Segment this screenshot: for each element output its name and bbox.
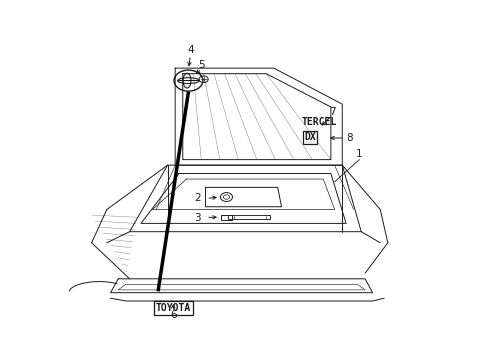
Text: DX: DX: [304, 132, 316, 143]
Text: 3: 3: [195, 213, 201, 223]
Text: 4: 4: [187, 45, 194, 55]
Text: 5: 5: [198, 60, 205, 70]
Text: 1: 1: [356, 149, 363, 159]
Text: 2: 2: [195, 193, 201, 203]
Text: 6: 6: [170, 310, 176, 320]
Text: TOYOTA: TOYOTA: [156, 303, 191, 313]
Text: TERCEL: TERCEL: [302, 117, 337, 127]
Text: 8: 8: [346, 133, 353, 143]
Bar: [220, 215, 232, 220]
Text: 7: 7: [329, 107, 336, 117]
